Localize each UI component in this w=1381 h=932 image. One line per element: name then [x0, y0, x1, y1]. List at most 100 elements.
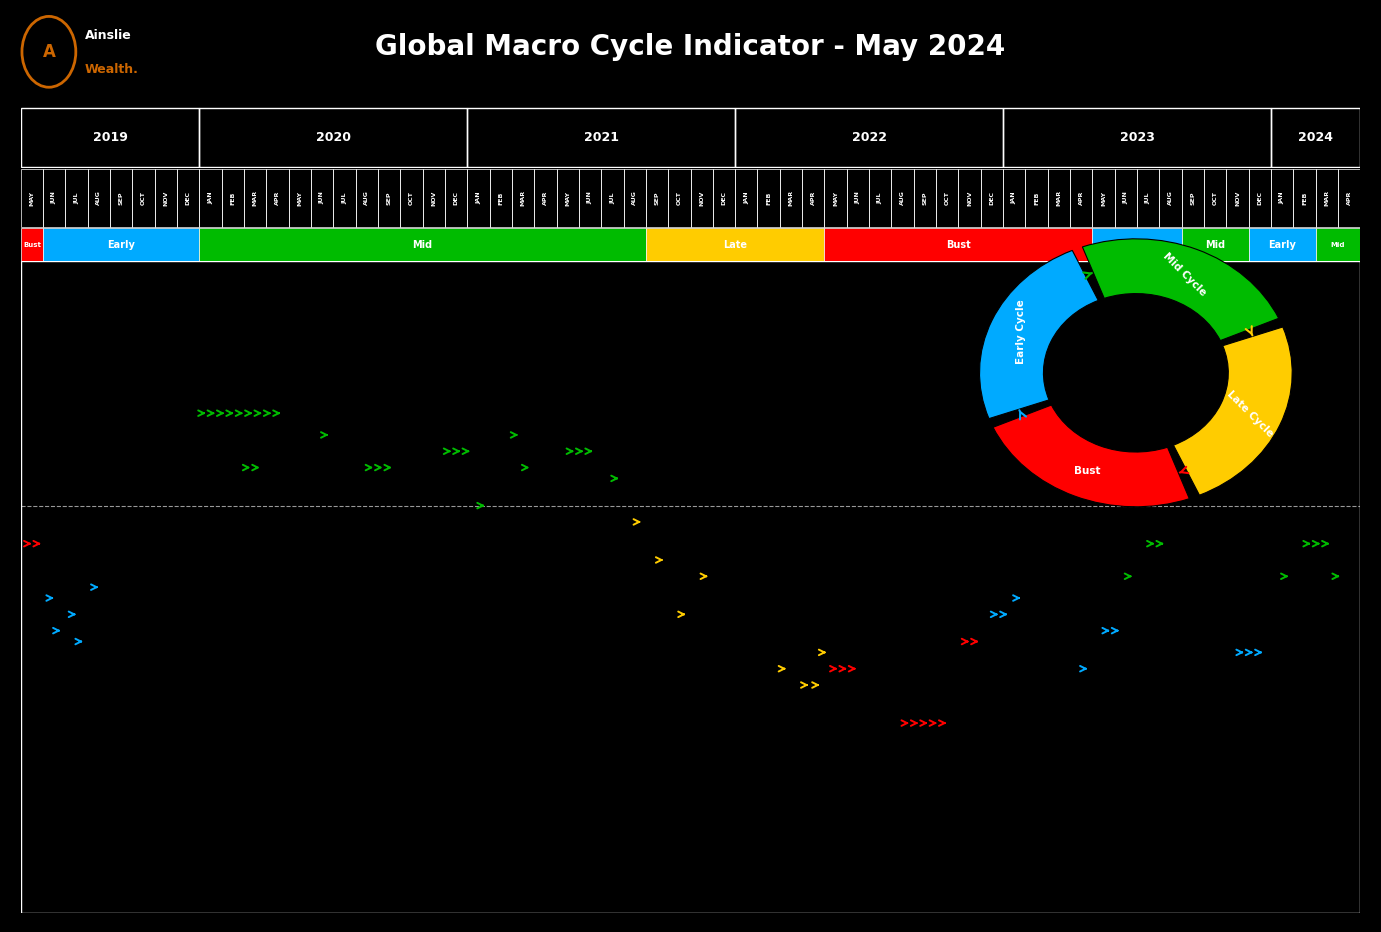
Bar [1204, 169, 1226, 227]
Bar [21, 108, 199, 167]
Text: FEB: FEB [766, 191, 771, 205]
Bar [199, 228, 646, 261]
Bar [467, 169, 489, 227]
Text: DEC: DEC [185, 191, 191, 205]
Bar [244, 169, 267, 227]
Bar [824, 169, 847, 227]
Bar [267, 169, 289, 227]
Text: JUN: JUN [587, 192, 592, 204]
Bar [1182, 228, 1248, 261]
Text: SEP: SEP [1190, 191, 1196, 205]
Bar [155, 169, 177, 227]
Bar [802, 169, 824, 227]
Text: Early: Early [1268, 240, 1297, 250]
Text: Early: Early [108, 240, 135, 250]
Text: JUL: JUL [75, 192, 79, 204]
Bar [713, 169, 735, 227]
Bar [557, 169, 579, 227]
Text: AUG: AUG [97, 191, 101, 205]
Bar [333, 169, 356, 227]
Text: MAR: MAR [789, 190, 794, 206]
Bar [512, 169, 534, 227]
Bar [311, 169, 333, 227]
Text: MAR: MAR [1324, 190, 1330, 206]
Wedge shape [1083, 239, 1279, 340]
Bar [601, 169, 624, 227]
Text: AUG: AUG [365, 191, 369, 205]
Bar [1003, 169, 1025, 227]
Text: FEB: FEB [1302, 191, 1306, 205]
Text: MAR: MAR [521, 190, 526, 206]
Text: APR: APR [1079, 191, 1084, 205]
Text: AUG: AUG [900, 191, 905, 205]
Bar [936, 169, 958, 227]
Bar [1070, 169, 1092, 227]
Text: FEB: FEB [1034, 191, 1039, 205]
Bar [467, 108, 735, 167]
Bar [1271, 108, 1360, 167]
Bar [21, 169, 43, 227]
Text: DEC: DEC [1257, 191, 1262, 205]
Text: Bust: Bust [23, 241, 41, 248]
Text: Global Macro Cycle Indicator - May 2024: Global Macro Cycle Indicator - May 2024 [376, 33, 1005, 61]
Text: Late: Late [724, 240, 747, 250]
Bar [400, 169, 423, 227]
Text: NOV: NOV [163, 190, 168, 206]
Bar [624, 169, 646, 227]
Text: NOV: NOV [699, 190, 704, 206]
Bar [646, 169, 668, 227]
Bar [914, 169, 936, 227]
Bar [824, 228, 1092, 261]
Text: 2019: 2019 [93, 131, 127, 144]
Text: OCT: OCT [141, 191, 146, 205]
Text: Early Cycle: Early Cycle [1016, 299, 1026, 363]
Bar [65, 169, 88, 227]
Text: Mid: Mid [413, 240, 432, 250]
Bar [1114, 169, 1137, 227]
Bar [1293, 169, 1316, 227]
Bar [1159, 169, 1182, 227]
Bar [735, 169, 758, 227]
Bar [1048, 169, 1070, 227]
Bar [199, 108, 467, 167]
Bar [1182, 169, 1204, 227]
Bar [869, 169, 892, 227]
Text: Mid: Mid [1331, 241, 1345, 248]
Text: Bust: Bust [946, 240, 971, 250]
Text: DEC: DEC [989, 191, 994, 205]
Bar [21, 228, 43, 261]
Bar [43, 169, 65, 227]
Bar [646, 228, 824, 261]
Text: Ainslie: Ainslie [84, 30, 131, 42]
Text: FEB: FEB [499, 191, 503, 205]
Bar [289, 169, 311, 227]
Bar [43, 228, 199, 261]
Text: SEP: SEP [119, 191, 124, 205]
Text: MAR: MAR [253, 190, 258, 206]
Bar [1271, 169, 1293, 227]
Bar [958, 169, 981, 227]
Text: JUL: JUL [1146, 192, 1150, 204]
Text: FEB: FEB [231, 191, 235, 205]
Text: Mid: Mid [1206, 240, 1225, 250]
Bar [110, 169, 133, 227]
Bar [780, 169, 802, 227]
Bar [177, 169, 199, 227]
Text: AUG: AUG [1168, 191, 1172, 205]
Bar [133, 169, 155, 227]
Text: MAY: MAY [1101, 190, 1106, 206]
Text: SEP: SEP [387, 191, 392, 205]
Text: SEP: SEP [655, 191, 660, 205]
Bar [758, 169, 780, 227]
Bar [668, 169, 690, 227]
Text: A: A [43, 43, 55, 61]
Text: MAY: MAY [297, 190, 302, 206]
Text: APR: APR [1346, 191, 1352, 205]
Bar [735, 108, 1003, 167]
Bar [221, 169, 244, 227]
Text: MAY: MAY [565, 190, 570, 206]
Text: Late Cycle: Late Cycle [1225, 390, 1276, 440]
Bar [981, 169, 1003, 227]
Text: JAN: JAN [1280, 192, 1284, 204]
Text: JAN: JAN [744, 192, 749, 204]
